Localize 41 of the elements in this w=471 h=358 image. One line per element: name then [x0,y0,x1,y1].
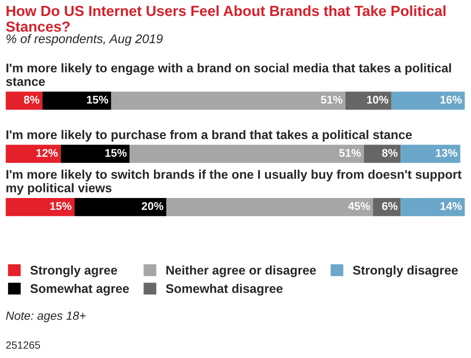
bar [130,144,364,163]
bar [400,144,460,163]
bar [400,198,465,216]
bar [111,92,346,110]
legend-label: Neither agree or disagree [166,265,316,278]
bar [6,144,61,163]
bar [60,144,130,163]
text: 251265 [6,341,40,349]
data-label: 13% [436,148,458,157]
data-label: 14% [440,202,462,210]
chart-subtitle: % of respondents, Aug 2019 [6,34,163,46]
data-label: 15% [50,202,72,210]
data-label: 16% [440,96,462,104]
data-label: 45% [348,202,370,210]
data-label: 51% [339,148,361,157]
data-label: 15% [86,96,108,104]
bar [74,198,166,216]
y-tick-label: I'm more likely to switch brands if the one I usually buy from doesn't support my political views [6,170,462,195]
chart-title: How Do US Internet Users Feel About Brands that Take Political Stances? [6,5,446,32]
data-label: 12% [36,148,58,157]
data-label: 10% [367,96,388,104]
bar [166,198,374,216]
data-label: 51% [320,96,342,104]
data-label: 8% [24,96,40,104]
data-label: 8% [382,148,398,157]
bar [391,92,465,110]
legend-label: Somewhat disagree [166,284,283,296]
bar [364,144,401,163]
y-tick-label: I'm more likely to purchase from a brand that takes a political stance [6,130,412,142]
bar [42,92,112,110]
legend-label: Strongly disagree [352,265,458,278]
data-label: 6% [382,202,398,210]
data-label: 20% [142,202,164,210]
bar [6,198,75,216]
bar [6,92,42,110]
legend-label: Somewhat agree [30,284,129,296]
legend-label: Strongly agree [30,265,118,278]
text: Note: ages 18+ [6,312,86,322]
y-tick-label: I'm more likely to engage with a brand on social media that takes a political stance [6,63,451,86]
data-label: 15% [105,148,127,157]
bar [345,92,392,110]
